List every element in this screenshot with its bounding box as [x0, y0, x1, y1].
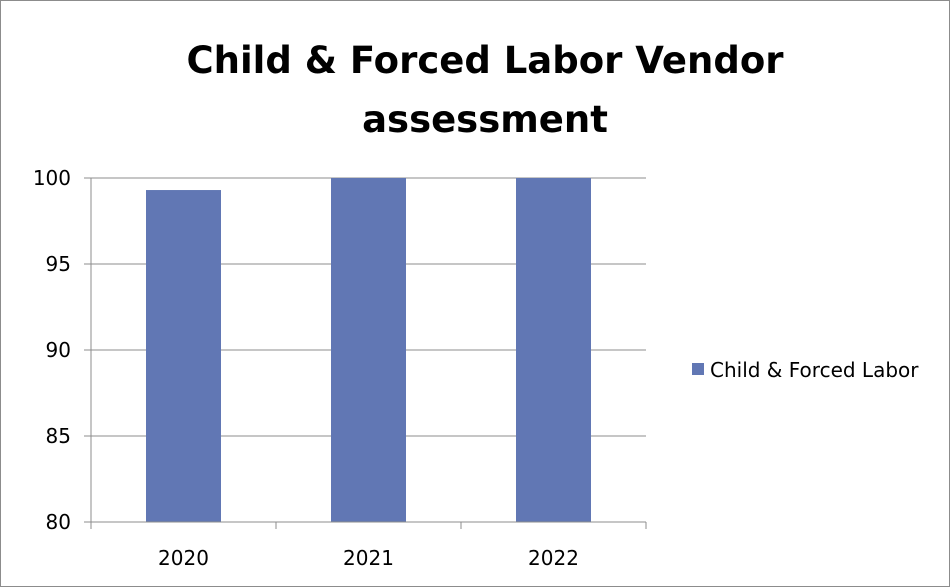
bars	[146, 178, 591, 523]
legend-swatch	[692, 363, 704, 375]
chart-title-line-1: Child & Forced Labor Vendor	[187, 39, 785, 82]
chart-title-line-2: assessment	[362, 98, 608, 141]
y-tick-label: 85	[46, 424, 71, 448]
x-tick-label: 2020	[158, 546, 209, 570]
y-axis-ticks: 80 85 90 95 100	[33, 166, 91, 534]
x-axis-ticks: 2020 2021 2022	[90, 522, 647, 570]
y-tick-label: 95	[46, 252, 71, 276]
bar-2022	[516, 178, 591, 522]
y-tick-label: 90	[46, 338, 71, 362]
legend-label: Child & Forced Labor	[710, 358, 919, 382]
x-tick-label: 2022	[528, 546, 579, 570]
legend: Child & Forced Labor	[692, 358, 919, 382]
chart-title: Child & Forced Labor Vendor assessment	[187, 39, 785, 141]
x-tick-label: 2021	[343, 546, 394, 570]
bar-2020	[146, 190, 221, 523]
y-tick-label: 80	[46, 510, 71, 534]
y-tick-label: 100	[33, 166, 71, 190]
bar-2021	[331, 178, 406, 522]
